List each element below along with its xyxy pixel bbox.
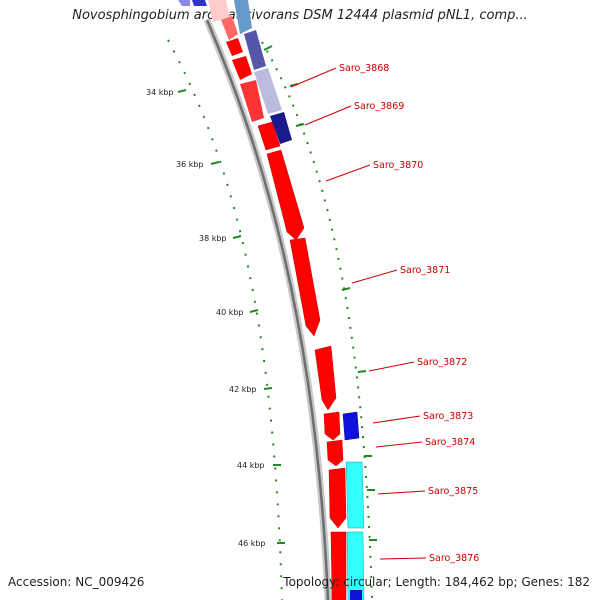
gene-arrow[interactable] [342,411,360,441]
gene-track [257,121,365,600]
gene-labels: Saro_3868 Saro_3869 Saro_3870 Saro_3871 … [290,63,479,564]
gene-label[interactable]: Saro_3871 [400,265,450,276]
map-title: Novosphingobium aromaticivorans DSM 1244… [72,8,528,23]
gene-arrow[interactable] [328,467,347,529]
gene-arrow[interactable] [330,531,347,600]
gene-arrow[interactable] [266,149,305,241]
gene-arrow[interactable] [346,531,365,600]
gene-label[interactable]: Saro_3876 [429,553,479,564]
gene-arrow[interactable] [323,411,341,441]
gene-arrow[interactable] [326,439,344,467]
outer-marks [263,45,377,541]
gene-arrow[interactable] [350,590,362,600]
kbp-label: 40 kbp [216,308,244,317]
gc-inner-dots [167,39,283,600]
kbp-label: 38 kbp [199,234,227,243]
gene-label[interactable]: Saro_3873 [423,411,473,422]
topology-text: Topology: circular; Length: 184,462 bp; … [283,575,590,589]
kbp-label: 36 kbp [176,160,204,169]
kbp-label: 42 kbp [229,385,257,394]
gene-arrow[interactable] [257,121,281,151]
kbp-label: 44 kbp [237,461,265,470]
gene-label[interactable]: Saro_3868 [339,63,389,74]
gene-label[interactable]: Saro_3869 [354,101,404,112]
accession-text: Accession: NC_009426 [8,575,145,589]
kbp-scale: 34 kbp 36 kbp 38 kbp 40 kbp 42 kbp 44 kb… [146,88,285,548]
gene-arrow[interactable] [345,461,365,529]
kbp-label: 46 kbp [238,539,266,548]
top-fragments [178,0,292,144]
gene-label[interactable]: Saro_3870 [373,160,423,171]
gene-arrow[interactable] [314,345,337,411]
gene-label[interactable]: Saro_3872 [417,357,467,368]
gene-label[interactable]: Saro_3875 [428,486,478,497]
kbp-label: 34 kbp [146,88,174,97]
gene-label[interactable]: Saro_3874 [425,437,475,448]
gene-arrow[interactable] [289,237,321,337]
backbone-arc-core [205,19,330,600]
